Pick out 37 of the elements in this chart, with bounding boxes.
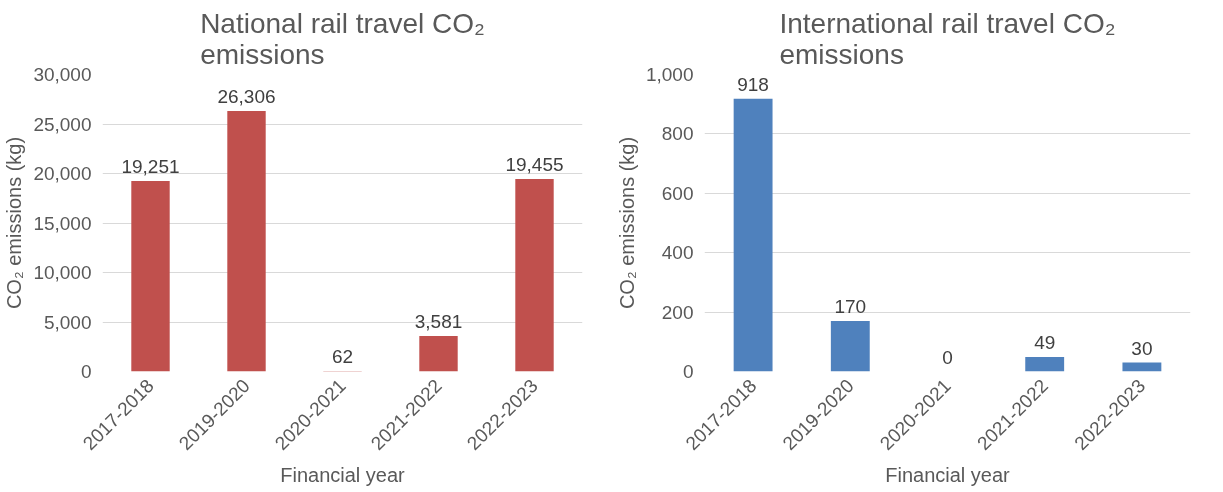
y-tick-label: 400 xyxy=(661,242,694,264)
bar xyxy=(733,98,773,372)
x-axis-title: Financial year xyxy=(885,463,1011,486)
y-tick-label: 0 xyxy=(80,361,92,382)
y-tick-label: 15,000 xyxy=(33,212,92,234)
y-axis-title: CO₂ emissions (kg) xyxy=(615,136,638,310)
bar xyxy=(515,178,554,372)
bar xyxy=(131,180,170,372)
y-axis-title: CO₂ emissions (kg) xyxy=(3,136,26,310)
bar xyxy=(1025,356,1065,372)
data-label: 30 xyxy=(1131,337,1153,359)
y-tick-label: 800 xyxy=(661,123,694,145)
y-tick-label: 20,000 xyxy=(33,163,92,184)
data-label: 19,455 xyxy=(505,153,564,175)
bar xyxy=(227,111,266,372)
y-tick-label: 0 xyxy=(682,361,694,382)
data-label: 170 xyxy=(834,296,867,318)
data-label: 62 xyxy=(331,345,354,367)
chart-title: International rail travel CO₂ emissions xyxy=(779,7,1116,70)
data-label: 0 xyxy=(942,346,953,368)
y-tick-label: 10,000 xyxy=(33,262,92,283)
y-tick-label: 200 xyxy=(661,301,694,323)
bar xyxy=(1122,362,1162,372)
data-label: 49 xyxy=(1034,331,1056,353)
y-tick-label: 30,000 xyxy=(33,64,92,85)
bar xyxy=(830,321,870,372)
y-tick-label: 25,000 xyxy=(33,113,92,135)
chart-title: National rail travel CO₂ emissions xyxy=(200,7,485,70)
y-tick-label: 1,000 xyxy=(645,64,694,85)
data-label: 19,251 xyxy=(121,155,180,177)
x-axis-title: Financial year xyxy=(280,463,406,486)
data-label: 918 xyxy=(737,73,769,95)
y-tick-label: 600 xyxy=(661,182,694,204)
y-tick-label: 5,000 xyxy=(43,311,92,333)
bar xyxy=(419,336,458,372)
data-label: 26,306 xyxy=(217,86,276,108)
data-label: 3,581 xyxy=(414,311,463,333)
